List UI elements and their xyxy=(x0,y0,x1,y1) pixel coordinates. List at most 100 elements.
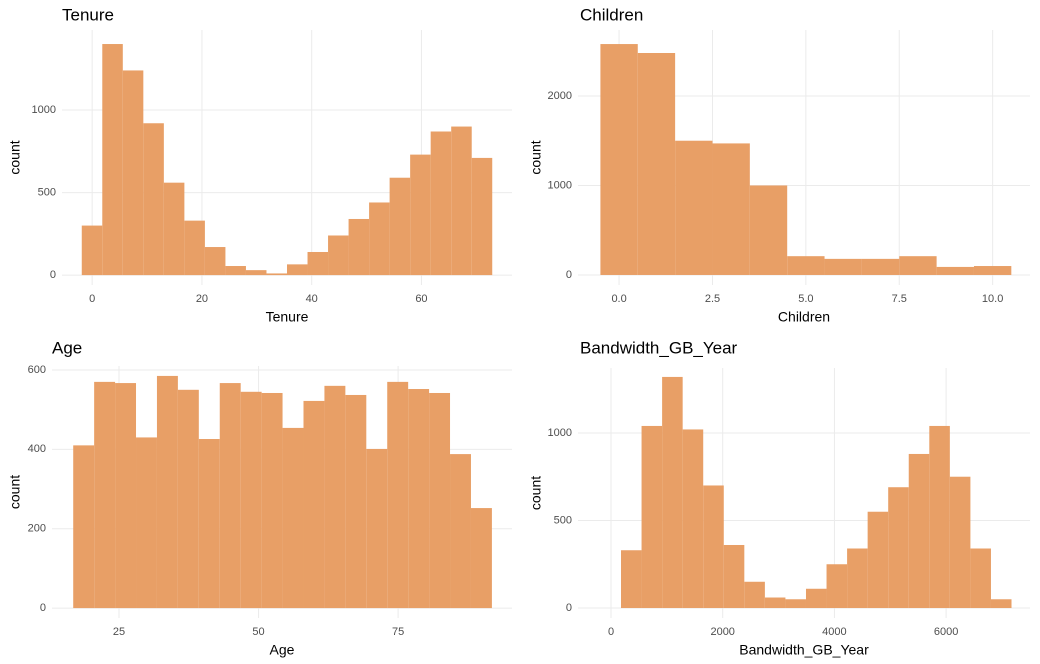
histogram-bar xyxy=(929,425,950,609)
x-tick-label: 0.0 xyxy=(611,293,626,305)
histogram-bar xyxy=(764,597,786,609)
x-axis-title: Tenure xyxy=(266,309,309,325)
histogram-bar xyxy=(163,182,185,276)
histogram-bar xyxy=(703,485,724,609)
histogram-bar xyxy=(826,564,848,609)
chart-title: Children xyxy=(580,5,643,24)
histogram-bar xyxy=(899,256,937,275)
histogram-bar xyxy=(177,389,199,609)
y-tick-label: 500 xyxy=(554,514,572,526)
histogram-bar xyxy=(949,476,971,609)
histogram-bar xyxy=(723,544,745,609)
histogram-bar xyxy=(908,453,930,609)
y-tick-label: 1000 xyxy=(548,179,572,191)
histogram-bar xyxy=(245,270,267,276)
histogram-bar xyxy=(471,157,493,276)
histogram-bar xyxy=(348,218,370,276)
y-axis-title: count xyxy=(7,140,23,174)
histogram-bar xyxy=(888,487,909,609)
histogram-bar xyxy=(198,439,220,609)
histogram-bar xyxy=(408,389,430,609)
histogram-bar xyxy=(787,256,825,275)
histogram-bar xyxy=(307,251,329,276)
histogram-bar xyxy=(936,266,974,275)
x-tick-label: 6000 xyxy=(934,626,958,638)
histogram-bar xyxy=(73,445,95,609)
histogram-bar xyxy=(410,154,431,276)
x-tick-label: 5.0 xyxy=(798,293,813,305)
y-tick-label: 1000 xyxy=(32,104,56,116)
histogram-bar xyxy=(785,599,806,609)
histogram-bar xyxy=(303,400,325,609)
y-tick-label: 500 xyxy=(38,186,56,198)
histogram-bar xyxy=(805,588,827,609)
x-tick-label: 0 xyxy=(608,626,614,638)
y-tick-label: 600 xyxy=(28,364,46,376)
x-tick-label: 60 xyxy=(415,293,427,305)
y-axis-title: count xyxy=(7,475,23,509)
histogram-bar xyxy=(470,508,492,609)
histogram-bar xyxy=(81,225,103,276)
histogram-bar xyxy=(675,140,713,275)
histogram-bar xyxy=(102,44,123,276)
x-tick-label: 0 xyxy=(89,293,95,305)
y-tick-label: 2000 xyxy=(548,90,572,102)
chart-title: Age xyxy=(52,338,82,357)
y-tick-label: 0 xyxy=(566,269,572,281)
histogram-bar xyxy=(451,126,472,276)
histogram-bar xyxy=(682,429,704,609)
histogram-bar xyxy=(662,376,683,609)
histogram-bar xyxy=(156,375,178,609)
y-axis-title: count xyxy=(528,140,544,174)
y-tick-label: 400 xyxy=(28,443,46,455)
chart-title: Bandwidth_GB_Year xyxy=(580,338,738,357)
y-tick-label: 0 xyxy=(40,602,46,614)
y-tick-label: 1000 xyxy=(548,427,572,439)
histogram-bar xyxy=(389,177,411,276)
histogram-bar xyxy=(387,381,409,609)
histogram-bar xyxy=(600,44,638,275)
histogram-bar xyxy=(115,383,137,609)
y-tick-label: 0 xyxy=(566,602,572,614)
y-tick-label: 0 xyxy=(50,269,56,281)
x-axis-title: Children xyxy=(778,309,830,325)
x-tick-label: 10.0 xyxy=(982,293,1003,305)
histogram-bar xyxy=(429,392,451,609)
histogram-bar xyxy=(324,385,346,609)
x-tick-label: 25 xyxy=(113,626,125,638)
y-tick-label: 200 xyxy=(28,523,46,535)
histogram-bar xyxy=(240,391,262,609)
histogram-bar xyxy=(287,264,308,276)
histogram-bar xyxy=(744,581,765,609)
histogram-bar xyxy=(861,258,900,275)
histogram-bar xyxy=(973,266,1012,275)
histogram-bar xyxy=(641,425,663,609)
histogram-bar xyxy=(712,143,750,275)
histogram-bar xyxy=(261,392,283,609)
chart-title: Tenure xyxy=(62,5,114,24)
histogram-bar xyxy=(369,202,390,276)
x-tick-label: 20 xyxy=(196,293,208,305)
histogram-bar xyxy=(282,427,304,609)
histogram-bar xyxy=(867,511,889,609)
x-tick-label: 2000 xyxy=(710,626,734,638)
histogram-bar xyxy=(219,383,241,609)
x-tick-label: 50 xyxy=(252,626,264,638)
histogram-bar xyxy=(990,599,1012,609)
histogram-bar xyxy=(136,437,157,609)
histogram-bar xyxy=(225,266,246,276)
x-tick-label: 40 xyxy=(306,293,318,305)
histogram-bar xyxy=(824,258,862,275)
x-tick-label: 7.5 xyxy=(892,293,907,305)
histogram-bar xyxy=(749,185,788,275)
histogram-bar xyxy=(970,548,991,609)
x-axis-title: Age xyxy=(270,642,295,658)
histogram-bar xyxy=(94,381,116,609)
x-tick-label: 4000 xyxy=(822,626,846,638)
x-tick-label: 75 xyxy=(392,626,404,638)
histogram-bar xyxy=(637,53,676,275)
histogram-bar xyxy=(450,454,471,609)
x-tick-label: 2.5 xyxy=(705,293,720,305)
histogram-bar xyxy=(266,273,287,276)
